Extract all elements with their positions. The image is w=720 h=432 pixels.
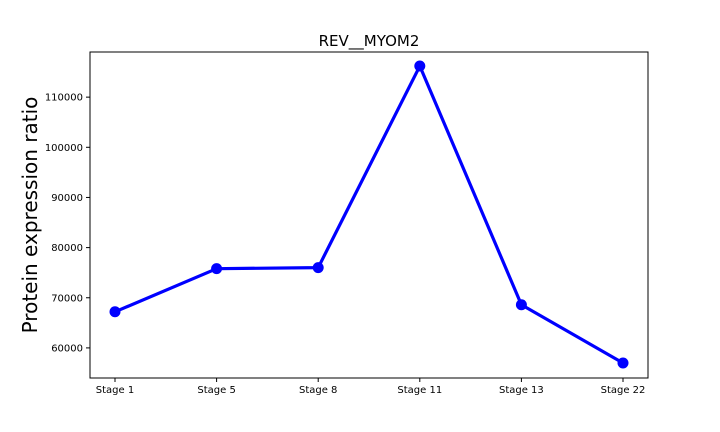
x-tick-label: Stage 5 [197, 385, 235, 396]
y-tick-label: 100000 [45, 143, 83, 154]
y-axis-ticks: 60000 70000 80000 90000 100000 110000 [45, 93, 90, 354]
data-point [515, 299, 527, 311]
x-tick-label: Stage 8 [299, 385, 337, 396]
x-tick-label: Stage 13 [499, 385, 544, 396]
x-axis-ticks: Stage 1 Stage 5 Stage 8 Stage 11 Stage 13 Sta… [96, 378, 646, 396]
data-point [312, 262, 324, 274]
data-point [617, 357, 629, 369]
data-point [211, 263, 223, 275]
data-point [109, 306, 121, 318]
y-tick-label: 80000 [51, 243, 83, 254]
x-tick-label: Stage 11 [397, 385, 442, 396]
y-tick-label: 110000 [45, 93, 83, 104]
data-point [414, 60, 426, 72]
x-tick-label: Stage 22 [601, 385, 646, 396]
y-axis-label: Protein expression ratio [18, 97, 42, 334]
y-tick-label: 70000 [51, 293, 83, 304]
plot-area-frame [89, 51, 649, 379]
x-tick-label: Stage 1 [96, 385, 134, 396]
y-tick-label: 90000 [51, 193, 83, 204]
series-line [114, 64, 624, 365]
series-group [109, 60, 629, 369]
y-tick-label: 60000 [51, 343, 83, 354]
chart-title: REV__MYOM2 [319, 32, 420, 51]
